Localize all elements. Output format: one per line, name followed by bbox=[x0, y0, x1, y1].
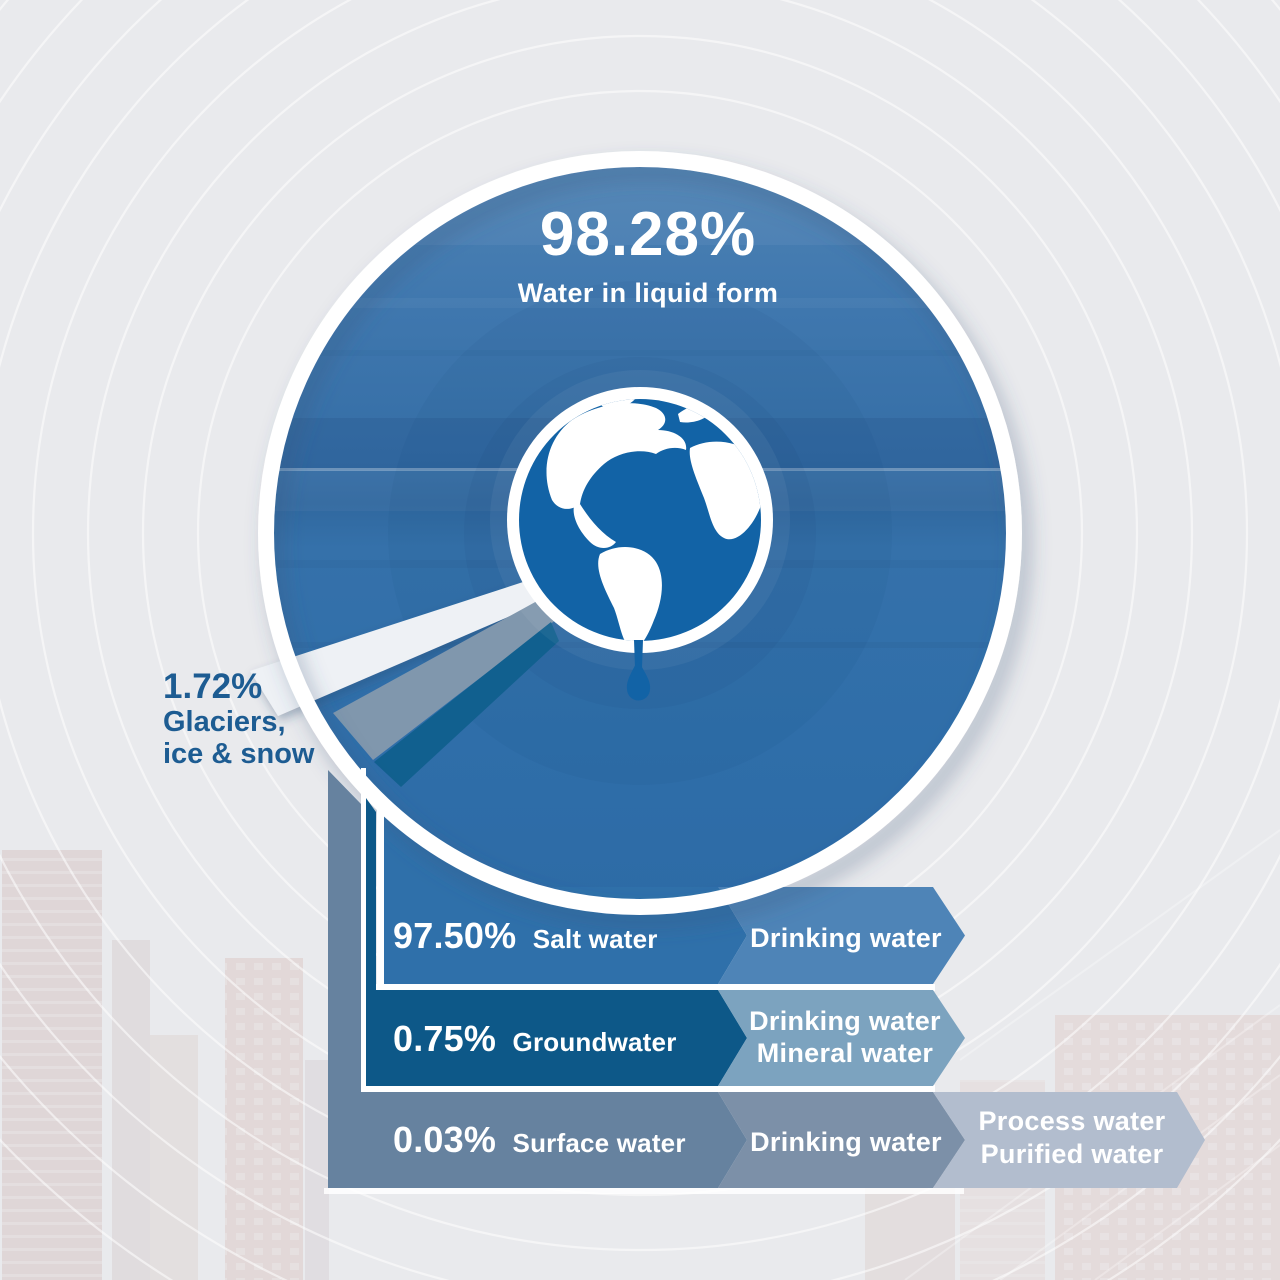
bar-surface-water bbox=[328, 770, 747, 1188]
south-america bbox=[598, 547, 662, 641]
salt-water-text: 97.50% Salt water bbox=[393, 915, 658, 956]
salt-label: Salt water bbox=[533, 924, 658, 954]
bar-texts: 97.50% Salt water Drinking water 0.75% G… bbox=[393, 915, 1165, 1169]
surface-chevron1-label: Drinking water bbox=[750, 1127, 942, 1157]
globe-icon bbox=[507, 387, 773, 701]
bar-groundwater bbox=[366, 798, 747, 1086]
ground-chevron-line2: Mineral water bbox=[757, 1038, 934, 1068]
surface-chevron2-line2: Purified water bbox=[981, 1139, 1164, 1169]
groundwater-stripe bbox=[374, 622, 559, 787]
continents bbox=[546, 399, 761, 641]
ground-percent: 0.75% bbox=[393, 1018, 496, 1059]
surface-water-stripe bbox=[333, 595, 557, 760]
chevron-ground-drinking-mineral bbox=[718, 990, 965, 1086]
glacier-percent: 1.72% bbox=[163, 667, 262, 706]
white-separators bbox=[324, 768, 964, 1194]
chevron-surface-drinking bbox=[718, 1092, 965, 1188]
salt-percent: 97.50% bbox=[393, 915, 516, 956]
north-america bbox=[546, 403, 687, 509]
surface-percent: 0.03% bbox=[393, 1119, 496, 1160]
skyline-left-image bbox=[2, 850, 329, 1280]
africa bbox=[689, 441, 761, 540]
main-percent: 98.28% bbox=[540, 200, 756, 269]
groundwater-text: 0.75% Groundwater bbox=[393, 1018, 677, 1059]
circle-ring bbox=[258, 151, 1022, 915]
row-groundwater bbox=[366, 798, 965, 1086]
chevron-surface-process-purified bbox=[933, 1092, 1205, 1188]
ground-label: Groundwater bbox=[513, 1027, 677, 1057]
glacier-line2: ice & snow bbox=[163, 738, 315, 770]
row-surface-water bbox=[328, 770, 1205, 1188]
surface-chevron2-line1: Process water bbox=[978, 1106, 1165, 1136]
glacier-line1: Glaciers, bbox=[163, 706, 286, 738]
surface-water-text: 0.03% Surface water bbox=[393, 1119, 686, 1160]
glacier-wedge bbox=[250, 570, 566, 716]
water-drop-icon bbox=[626, 640, 651, 701]
central-america bbox=[573, 504, 616, 548]
main-label: Water in liquid form bbox=[518, 278, 779, 308]
chevron-salt-drinking bbox=[718, 887, 965, 984]
ground-chevron-line1: Drinking water bbox=[749, 1006, 941, 1036]
glacier-label: 1.72% Glaciers, ice & snow bbox=[163, 667, 315, 770]
salt-chevron-label: Drinking water bbox=[750, 923, 942, 953]
surface-label: Surface water bbox=[513, 1128, 686, 1158]
